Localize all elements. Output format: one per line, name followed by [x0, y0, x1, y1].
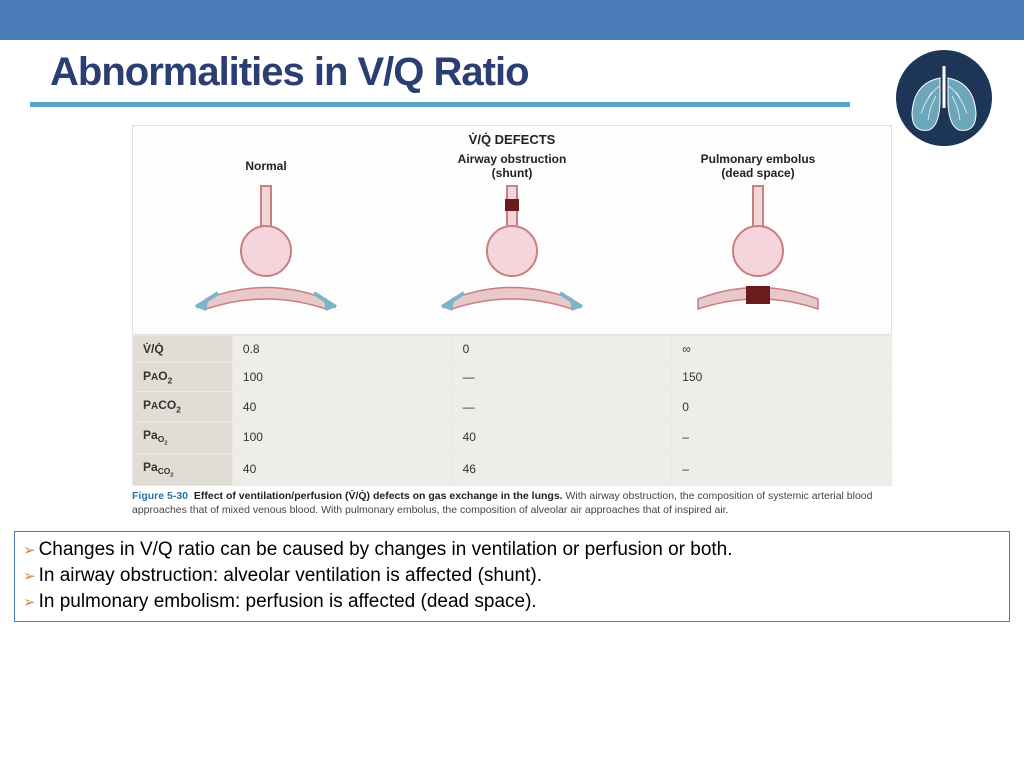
figure-caption: Figure 5-30 Effect of ventilation/perfus… [132, 490, 892, 517]
table-cell: – [672, 453, 892, 485]
figure-number: Figure 5-30 [132, 490, 188, 502]
bullet-marker-icon: ➢ [23, 542, 36, 562]
top-bar [0, 0, 1024, 40]
vq-table: V̇/Q̇0.80∞PAO2100—150PACO240—0PaO210040–… [132, 335, 892, 486]
diagram-column-label: Airway obstruction(shunt) [389, 153, 635, 181]
row-label: V̇/Q̇ [133, 336, 233, 363]
bullet-marker-icon: ➢ [23, 594, 36, 614]
table-cell: 40 [452, 421, 672, 453]
bullet-text: Changes in V/Q ratio can be caused by ch… [39, 538, 733, 562]
diagram-column-label: Pulmonary embolus(dead space) [635, 153, 881, 181]
table-row: PaO210040– [133, 421, 892, 453]
diagram-column: Normal [143, 153, 389, 324]
bullet-item: ➢In pulmonary embolism: perfusion is aff… [23, 590, 1001, 614]
row-label: PaCO2 [133, 453, 233, 485]
title-underline [30, 102, 850, 107]
bullet-item: ➢In airway obstruction: alveolar ventila… [23, 564, 1001, 588]
bullet-item: ➢Changes in V/Q ratio can be caused by c… [23, 538, 1001, 562]
table-cell: 100 [232, 363, 452, 392]
table-cell: 0 [672, 392, 892, 421]
diagram-column: Pulmonary embolus(dead space) [635, 153, 881, 324]
diagram-row: Normal Airway obstruction(shunt) Pulmona… [133, 149, 891, 334]
lungs-logo [894, 48, 994, 148]
bullet-text: In pulmonary embolism: perfusion is affe… [39, 590, 537, 614]
table-cell: – [672, 421, 892, 453]
bullets-box: ➢Changes in V/Q ratio can be caused by c… [14, 531, 1010, 622]
header-row: Abnormalities in V/Q Ratio [0, 40, 1024, 95]
table-cell: ∞ [672, 336, 892, 363]
row-label: PaO2 [133, 421, 233, 453]
bullet-marker-icon: ➢ [23, 568, 36, 588]
bullet-text: In airway obstruction: alveolar ventilat… [39, 564, 542, 588]
table-cell: 40 [232, 392, 452, 421]
diagram-column-label: Normal [143, 153, 389, 181]
table-cell: — [452, 392, 672, 421]
diagram-column: Airway obstruction(shunt) [389, 153, 635, 324]
table-row: PACO240—0 [133, 392, 892, 421]
figure-area: V̇/Q̇ DEFECTS Normal Airway obstruction(… [132, 125, 892, 517]
diagram-region: V̇/Q̇ DEFECTS Normal Airway obstruction(… [132, 125, 892, 335]
table-cell: 0.8 [232, 336, 452, 363]
figure-caption-title: Effect of ventilation/perfusion (V̇/Q̇) … [194, 490, 563, 502]
row-label: PACO2 [133, 392, 233, 421]
diagram-header: V̇/Q̇ DEFECTS [133, 126, 891, 149]
table-row: PAO2100—150 [133, 363, 892, 392]
table-cell: 150 [672, 363, 892, 392]
table-cell: 46 [452, 453, 672, 485]
row-label: PAO2 [133, 363, 233, 392]
table-cell: 100 [232, 421, 452, 453]
table-row: V̇/Q̇0.80∞ [133, 336, 892, 363]
slide-title: Abnormalities in V/Q Ratio [50, 50, 529, 95]
table-cell: 0 [452, 336, 672, 363]
table-cell: 40 [232, 453, 452, 485]
table-row: PaCO24046– [133, 453, 892, 485]
table-cell: — [452, 363, 672, 392]
